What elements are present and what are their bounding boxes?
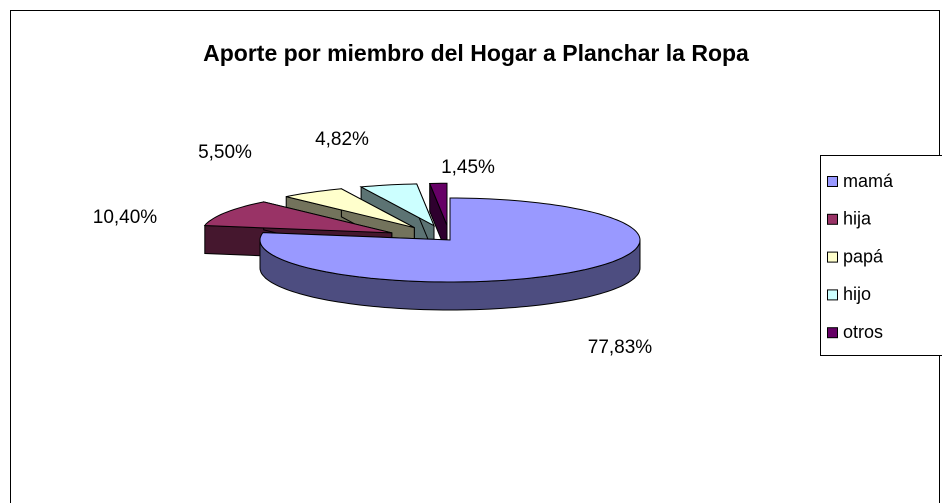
slice xyxy=(203,201,392,234)
legend-swatch xyxy=(827,327,838,339)
legend-swatch xyxy=(827,251,838,263)
slice xyxy=(259,197,641,283)
legend-label: otros xyxy=(843,322,883,342)
slice xyxy=(359,183,435,227)
legend-label: hijo xyxy=(843,284,871,304)
chart-title: Aporte por miembro del Hogar a Planchar … xyxy=(203,40,749,66)
data-label: 10,40% xyxy=(93,207,158,228)
slice xyxy=(428,182,448,226)
legend-box xyxy=(820,155,942,356)
data-label: 5,50% xyxy=(198,142,252,163)
data-label: 1,45% xyxy=(441,157,495,178)
data-label: 4,82% xyxy=(315,129,369,150)
legend-swatch xyxy=(827,213,838,225)
legend-label: hija xyxy=(843,209,872,229)
legend-label: papá xyxy=(843,246,884,266)
legend-swatch xyxy=(827,176,838,187)
data-label: 77,83% xyxy=(588,337,653,358)
slice xyxy=(286,188,415,229)
legend-swatch xyxy=(827,289,838,301)
legend-label: mamá xyxy=(843,171,894,191)
